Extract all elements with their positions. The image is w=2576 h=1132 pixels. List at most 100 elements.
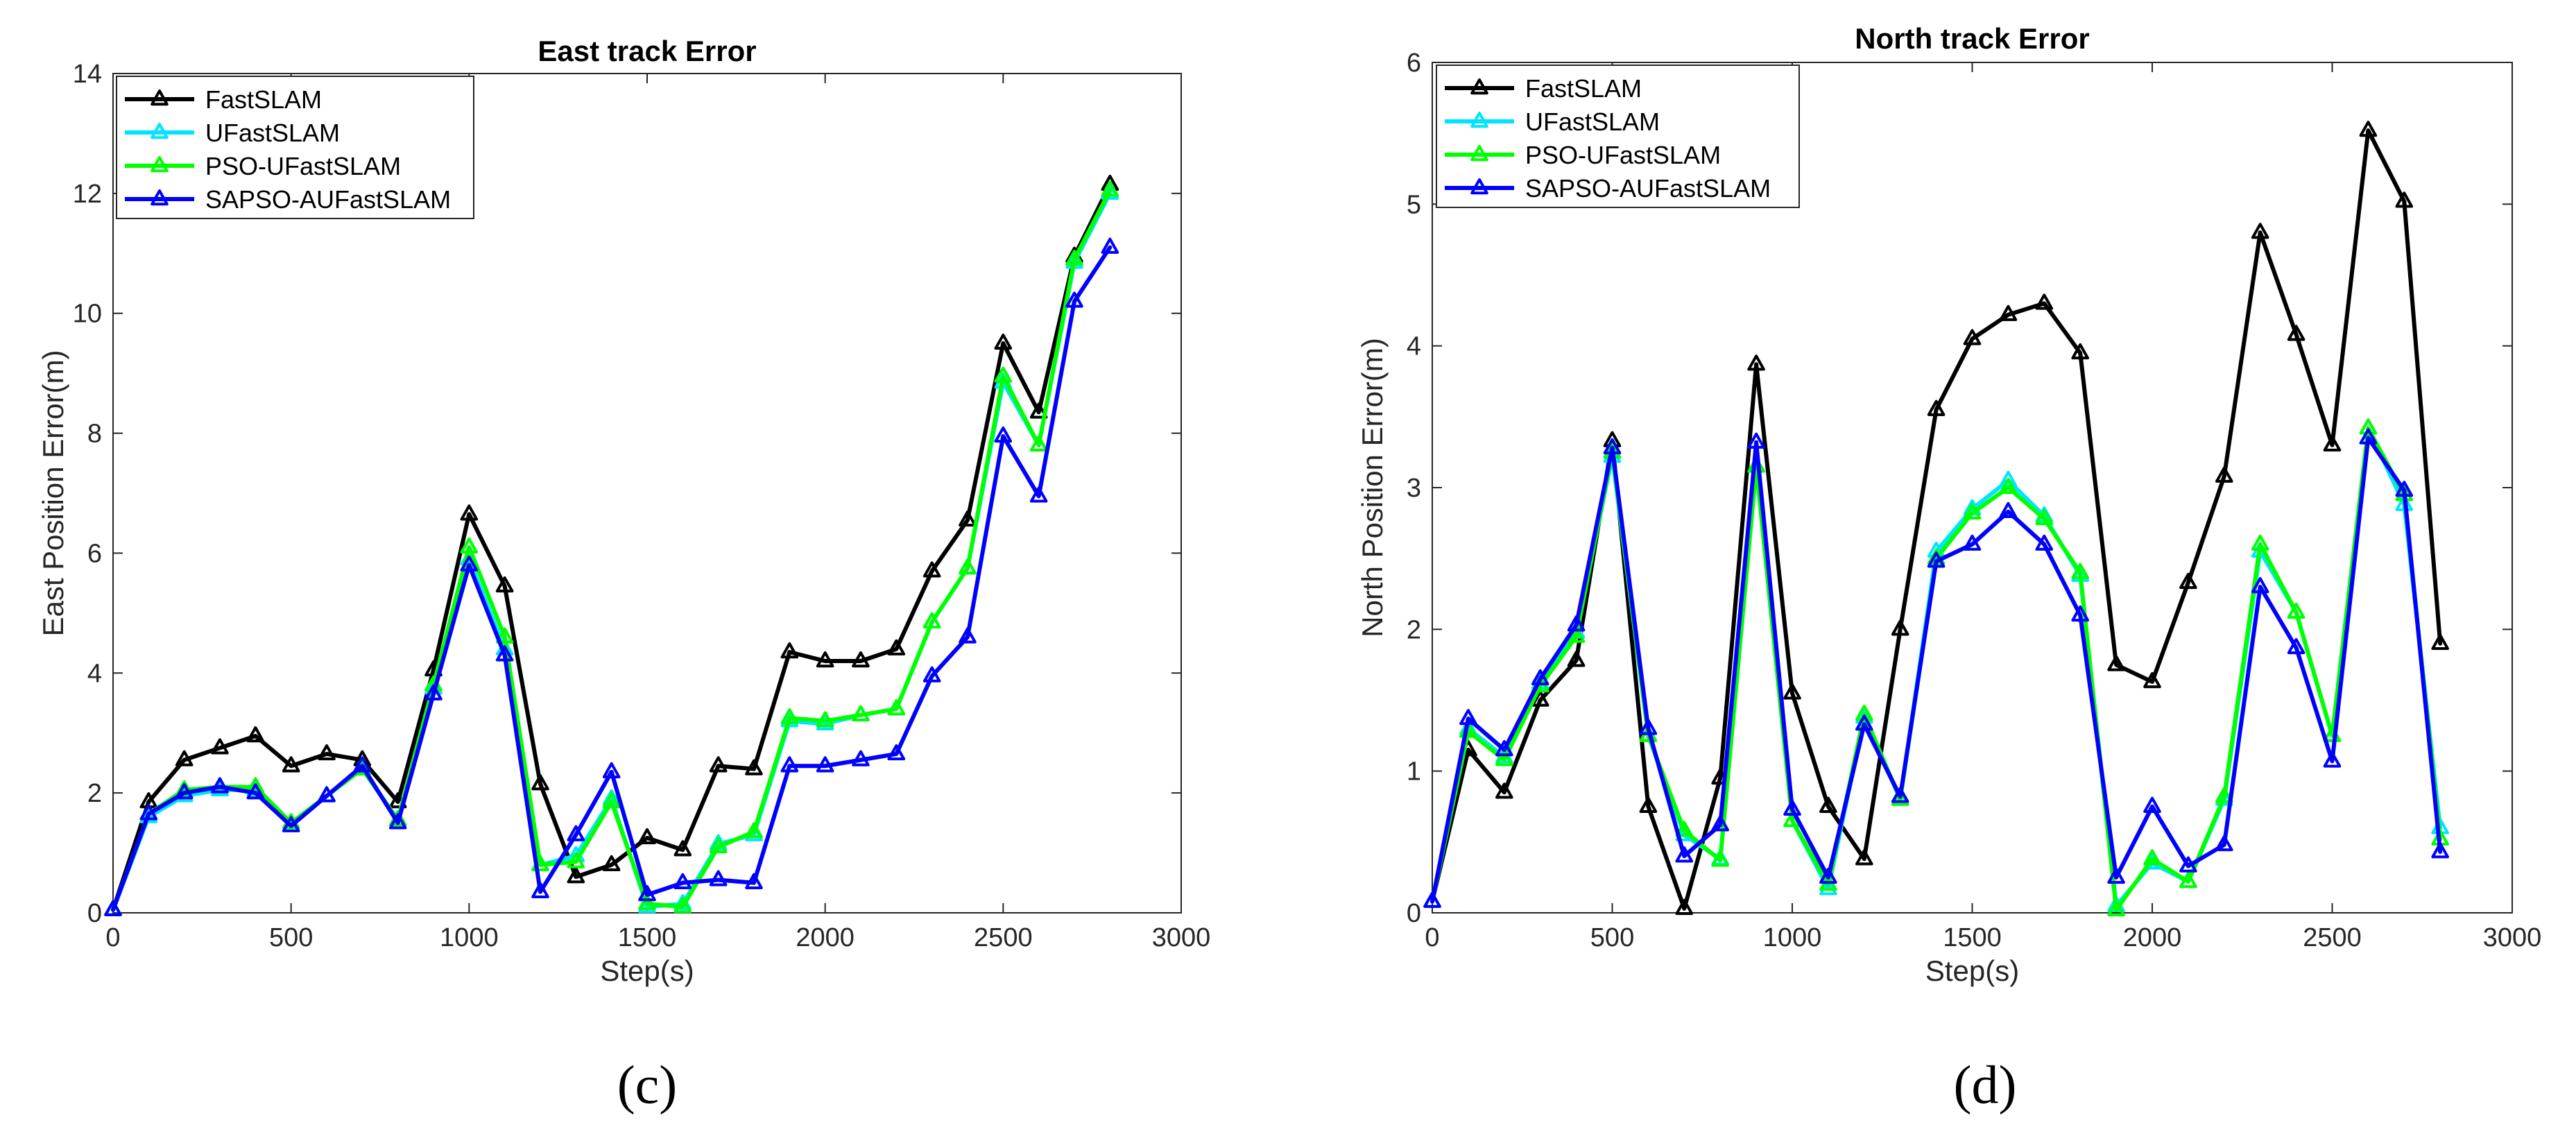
data-point (959, 558, 977, 575)
data-point (2323, 751, 2342, 768)
y-tick-label: 12 (73, 180, 102, 209)
data-point (922, 561, 941, 578)
y-tick-label: 3 (1407, 474, 1421, 503)
data-point (1101, 183, 1119, 200)
series-line-sapso-aufastslam (1430, 436, 2443, 904)
y-tick-label: 8 (87, 420, 102, 449)
x-tick-label: 1500 (1943, 923, 2002, 952)
data-point (460, 504, 479, 521)
data-point (2179, 572, 2197, 590)
legend-label: PSO-UFastSLAM (1525, 141, 1721, 169)
legend-label: SAPSO-AUFastSLAM (205, 185, 451, 214)
data-point (1567, 626, 1586, 643)
data-point (460, 537, 479, 554)
x-tick-label: 500 (1590, 923, 1634, 952)
data-point (1065, 291, 1083, 308)
data-point (852, 651, 870, 668)
data-point (2215, 466, 2233, 483)
data-point (139, 804, 158, 821)
data-point (709, 837, 728, 854)
data-point (495, 627, 514, 644)
data-point (2107, 900, 2125, 917)
legend-marker (151, 156, 169, 173)
legend: FastSLAM UFastSLAM PSO-UFastSLAM SAPSO-AUFa… (1436, 65, 1800, 208)
data-point (2071, 605, 2089, 622)
data-point (1783, 683, 1801, 700)
data-point (2107, 867, 2125, 884)
y-tick-label: 2 (1407, 615, 1421, 644)
data-point (1567, 651, 1586, 667)
data-point (1963, 534, 1982, 551)
data-point (282, 816, 300, 832)
data-point (2107, 655, 2125, 671)
data-point (602, 792, 621, 809)
legend-entry-ufastslam: UFastSLAM (125, 119, 340, 147)
x-tick-label: 1500 (618, 923, 677, 952)
data-point (2287, 325, 2305, 341)
data-point (531, 882, 549, 898)
data-point (602, 762, 621, 779)
data-point (1747, 354, 1765, 371)
data-point (2143, 671, 2161, 689)
data-point (638, 827, 656, 845)
data-point (780, 756, 799, 773)
data-point (2287, 602, 2305, 619)
chart-title: East track Error (538, 35, 756, 67)
series-fastslam (104, 174, 1119, 916)
data-point (424, 684, 443, 701)
y-tick-label: 5 (1407, 190, 1421, 219)
data-point (1029, 402, 1048, 419)
data-point (816, 711, 834, 728)
data-point (1459, 709, 1477, 726)
data-point (1855, 704, 1873, 721)
data-point (1029, 486, 1048, 503)
data-point (709, 756, 728, 773)
data-point (1639, 796, 1658, 813)
legend-marker (151, 123, 169, 139)
x-tick-label: 500 (269, 923, 313, 952)
x-axis-label: Step(s) (600, 954, 694, 987)
data-point (780, 642, 799, 659)
y-tick-label: 4 (1407, 332, 1421, 361)
data-point (211, 777, 229, 794)
data-point (745, 759, 763, 775)
y-tick-label: 0 (87, 899, 102, 928)
data-point (745, 873, 763, 889)
data-point (922, 666, 941, 683)
data-point (602, 855, 621, 872)
legend: FastSLAM UFastSLAM PSO-UFastSLAM SAPSO-AUFa… (116, 76, 474, 219)
data-point (1711, 815, 1729, 832)
legend-marker (151, 189, 169, 206)
data-point (531, 774, 549, 791)
legend-marker (1470, 145, 1488, 162)
data-point (1855, 714, 1873, 731)
data-point (2143, 796, 2161, 813)
data-point (1639, 719, 1658, 735)
data-point (1891, 789, 1909, 806)
y-axis-label: North Position Error(m) (1356, 338, 1389, 637)
chart-title: North track Error (1855, 22, 2089, 55)
data-point (1891, 787, 1909, 803)
x-tick-label: 2000 (2123, 923, 2182, 952)
y-tick-label: 0 (1407, 899, 1421, 928)
data-point (780, 708, 799, 725)
data-point (1999, 470, 2018, 487)
series-sapso-aufastslam (1423, 428, 2449, 908)
data-point (2251, 223, 2269, 239)
data-point (1423, 891, 1441, 908)
data-point (1963, 503, 1982, 520)
figure-caption: (d) (1954, 1054, 2017, 1115)
data-point (1747, 432, 1765, 449)
legend-marker (1470, 112, 1488, 128)
data-point (246, 726, 265, 743)
x-tick-label: 2000 (796, 923, 855, 952)
x-tick-label: 0 (1425, 923, 1439, 952)
series-sapso-aufastslam (104, 237, 1119, 916)
data-point (1999, 305, 2018, 321)
data-point (1101, 237, 1119, 254)
data-point (1783, 799, 1801, 816)
data-point (2035, 508, 2054, 526)
data-point (922, 612, 941, 629)
data-point (1065, 249, 1083, 266)
data-point (1101, 180, 1119, 197)
